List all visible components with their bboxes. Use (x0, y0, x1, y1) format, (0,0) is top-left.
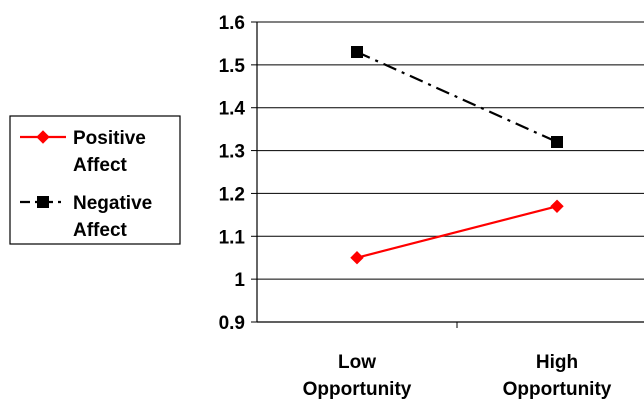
legend-marker (36, 130, 50, 144)
y-tick-label: 1 (234, 270, 245, 291)
axes (251, 21, 644, 328)
x-category-label: Opportunity (503, 379, 612, 400)
y-tick-labels: 0.9 1 1.1 1.2 1.3 1.4 1.5 1.6 (219, 13, 246, 334)
legend-label: Affect (73, 155, 128, 176)
series-line (356, 205, 558, 259)
y-tick-label: 1.1 (219, 227, 246, 248)
data-point (551, 136, 563, 148)
x-category-label: Opportunity (303, 379, 412, 400)
data-point (550, 199, 564, 213)
x-category-labels: Low Opportunity High Opportunity (303, 352, 612, 400)
y-tick-label: 1.4 (219, 99, 246, 120)
y-tick-label: 1.2 (219, 184, 245, 205)
y-tick-label: 0.9 (219, 313, 245, 334)
legend-label: Affect (73, 220, 128, 241)
legend: Positive Affect Negative Affect (9, 115, 181, 245)
y-tick-label: 1.3 (219, 142, 245, 163)
x-category-label: High (536, 352, 578, 373)
data-point (350, 251, 364, 265)
series (350, 46, 564, 265)
y-tick-label: 1.5 (219, 56, 246, 77)
series-line (356, 50, 558, 144)
legend-label: Negative (73, 193, 152, 214)
legend-label: Positive (73, 128, 146, 149)
y-tick-label: 1.6 (219, 13, 245, 34)
gridlines (257, 21, 644, 280)
x-category-label: Low (338, 352, 376, 373)
data-point (351, 46, 363, 58)
legend-marker (37, 196, 49, 208)
